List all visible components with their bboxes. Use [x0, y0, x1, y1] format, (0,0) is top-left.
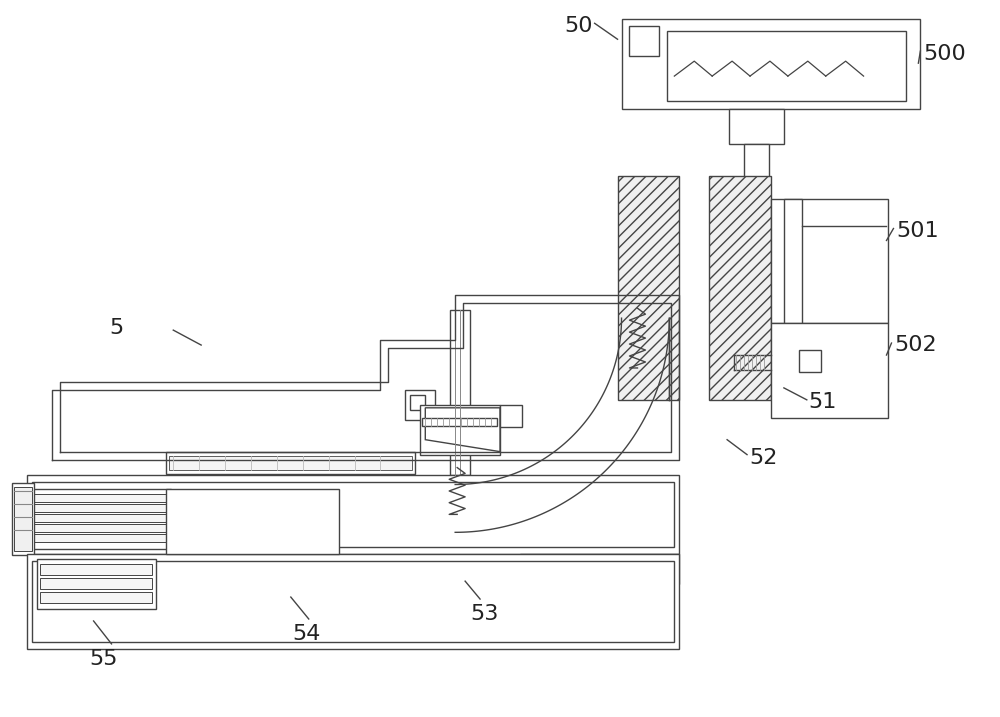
Bar [618, 176, 679, 400]
Bar [667, 32, 906, 101]
Bar [405, 390, 435, 419]
Polygon shape [166, 490, 339, 554]
Text: 51: 51 [809, 392, 837, 412]
Text: 500: 500 [923, 44, 966, 65]
Bar [410, 395, 425, 410]
Text: 54: 54 [293, 624, 321, 644]
Bar [30, 534, 167, 542]
Text: 5: 5 [110, 318, 124, 338]
Bar [27, 475, 679, 554]
Bar [422, 418, 497, 426]
Bar [27, 554, 679, 649]
Bar [629, 27, 659, 56]
Bar [622, 19, 920, 109]
Text: 502: 502 [894, 335, 937, 355]
Bar [40, 578, 152, 589]
Bar [40, 592, 152, 603]
Text: 53: 53 [470, 604, 498, 624]
Bar [30, 505, 167, 513]
Text: 52: 52 [749, 447, 777, 467]
Bar [771, 323, 888, 418]
Bar [520, 554, 679, 584]
Bar [30, 495, 167, 503]
Bar [14, 487, 32, 551]
Bar [771, 199, 888, 323]
Text: 55: 55 [90, 649, 118, 669]
Text: 50: 50 [565, 16, 593, 37]
Bar [166, 452, 415, 473]
Bar [450, 310, 470, 475]
Bar [40, 564, 152, 575]
Bar [784, 199, 802, 323]
Bar [30, 514, 167, 523]
Bar [32, 561, 674, 642]
Bar [37, 559, 156, 609]
Bar [729, 109, 784, 144]
Polygon shape [425, 408, 500, 452]
Text: 501: 501 [896, 221, 939, 240]
Bar [500, 405, 522, 427]
Bar [27, 490, 171, 549]
Bar [32, 482, 674, 547]
Bar [420, 405, 500, 455]
Bar [12, 483, 34, 555]
Bar [744, 144, 769, 234]
Bar [30, 524, 167, 532]
Bar [709, 176, 771, 400]
Bar [169, 455, 412, 470]
Bar [799, 350, 821, 372]
